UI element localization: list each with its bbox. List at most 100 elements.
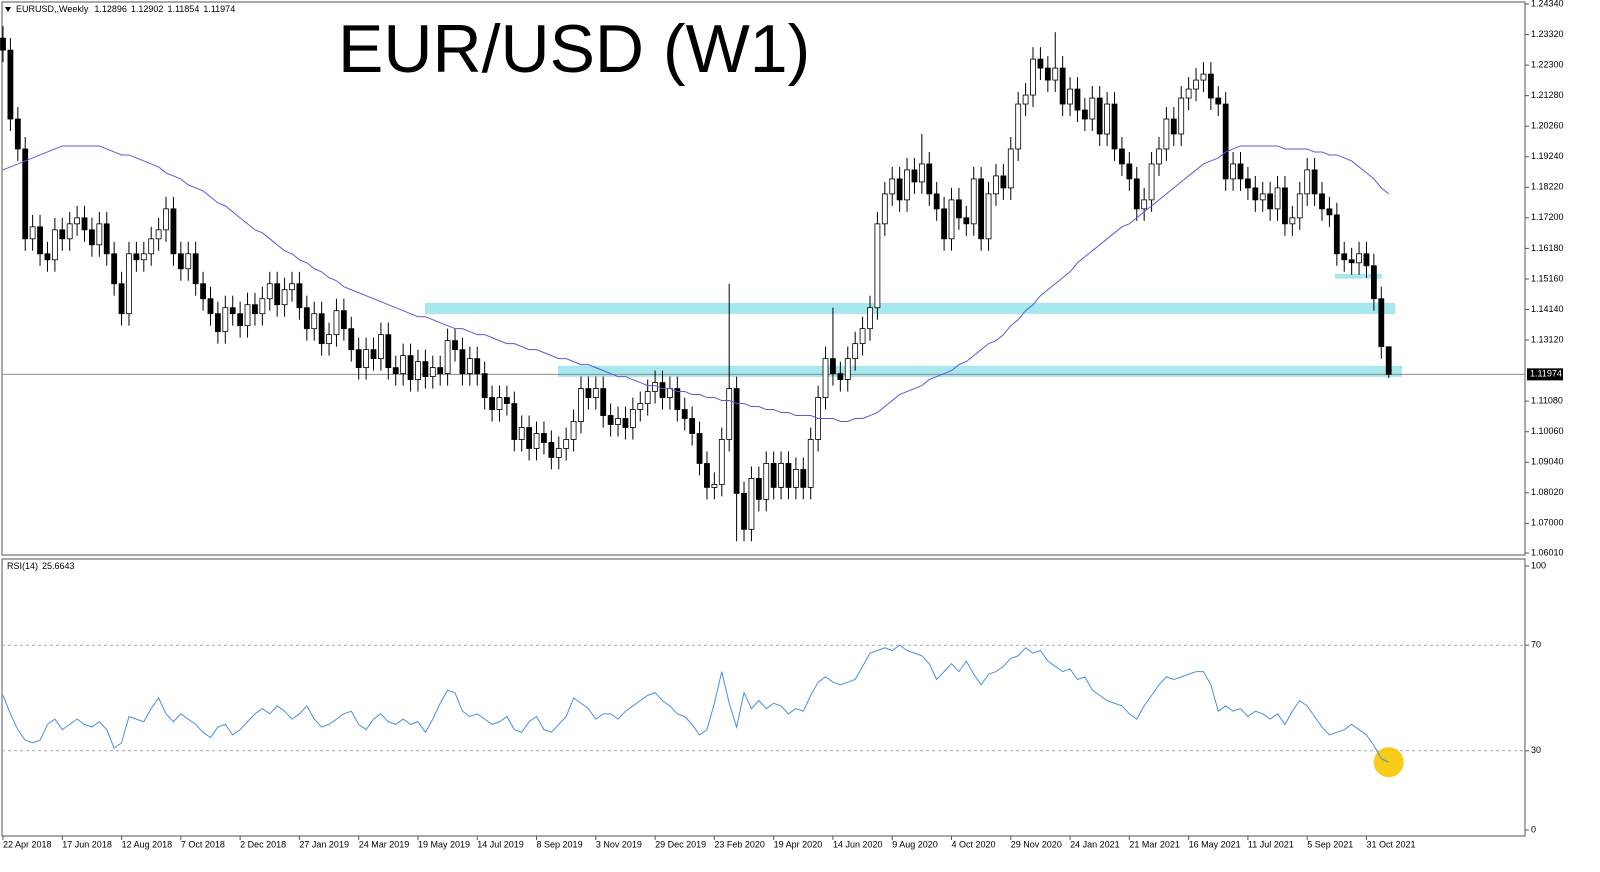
bear-candle [1044, 67, 1051, 81]
y-tick-label: 1.23320 [1531, 29, 1564, 39]
menu-arrow[interactable] [5, 7, 11, 12]
bull-candle [155, 229, 162, 240]
bull-candle [1022, 94, 1029, 105]
bear-candle [237, 313, 244, 327]
bull-candle [792, 469, 799, 488]
bull-candle [96, 223, 103, 246]
bear-candle [1267, 193, 1274, 210]
bear-candle [511, 403, 518, 440]
bear-candle [318, 313, 325, 345]
bear-candle [1215, 97, 1222, 105]
bear-candle [37, 226, 43, 255]
bull-candle [1015, 103, 1022, 150]
bull-candle [1356, 253, 1362, 264]
bull-candle [496, 397, 503, 410]
bull-candle [563, 439, 570, 449]
zone [425, 302, 1395, 314]
bull-candle [1156, 148, 1162, 165]
bull-candle [822, 358, 829, 398]
bear-candle [1119, 148, 1125, 165]
bear-candle [1333, 214, 1340, 255]
bear-candle [14, 118, 21, 150]
bull-candle [985, 193, 992, 240]
bear-candle [252, 304, 258, 315]
rsi-panel [1, 558, 1526, 837]
x-tick-label: 17 Jun 2018 [62, 839, 112, 849]
x-tick-label: 11 Jul 2021 [1248, 839, 1294, 849]
bear-candle [89, 229, 95, 246]
bear-candle [133, 253, 140, 261]
bull-candle [244, 304, 251, 327]
rsi-tick-label: 70 [1531, 640, 1541, 650]
bull-candle [1067, 88, 1073, 105]
bull-candle [259, 298, 266, 315]
x-tick-label: 19 Apr 2020 [774, 839, 823, 849]
bull-candle [615, 418, 621, 425]
bear-candle [963, 217, 970, 225]
bear-candle [192, 253, 199, 285]
bull-candle [1148, 163, 1155, 201]
y-tick-label: 1.19240 [1531, 151, 1564, 161]
bear-candle [452, 340, 458, 351]
bear-candle [370, 349, 377, 360]
bear-candle [956, 199, 962, 219]
bear-candle [503, 397, 510, 404]
bear-candle [1311, 169, 1318, 195]
bear-candle [103, 223, 110, 255]
bear-candle [800, 469, 807, 488]
bull-candle [1274, 187, 1281, 210]
bull-candle [140, 253, 147, 261]
x-tick-label: 29 Dec 2019 [655, 839, 706, 849]
bear-candle [755, 478, 762, 500]
y-tick-label: 1.13120 [1531, 334, 1564, 344]
bear-candle [741, 492, 747, 530]
chart-header: EURUSD,,Weekly 1.12896 1.12902 1.11854 1.119… [16, 4, 235, 14]
bull-candle [844, 358, 851, 380]
moving-average [2, 145, 1390, 423]
x-tick-label: 8 Sep 2019 [537, 839, 583, 849]
bear-candle [355, 349, 362, 369]
bear-candle [296, 283, 303, 309]
bull-candle [667, 388, 673, 398]
bear-candle [1074, 88, 1081, 111]
bull-candle [711, 484, 718, 488]
bull-candle [1163, 118, 1170, 150]
bull-candle [778, 463, 784, 488]
header-close: 1.11974 [203, 4, 235, 14]
bear-candle [0, 37, 6, 51]
bull-candle [904, 169, 910, 201]
bear-candle [200, 283, 206, 300]
bull-candle [74, 217, 81, 225]
bear-candle [1348, 259, 1355, 264]
bull-candle [148, 238, 155, 255]
bull-candle [1289, 217, 1296, 225]
bear-candle [170, 208, 177, 255]
bear-candle [1326, 208, 1333, 216]
rsi-current: 25.6643 [42, 561, 75, 571]
header-open: 1.12896 [94, 4, 127, 14]
bear-candle [1111, 103, 1118, 150]
bull-candle [578, 388, 584, 422]
y-tick-label: 1.09040 [1531, 457, 1564, 467]
bull-candle [718, 439, 725, 485]
bull-candle [918, 163, 925, 183]
header-low: 1.11854 [167, 4, 199, 14]
bear-candle [1245, 178, 1251, 189]
bull-candle [266, 283, 273, 300]
bull-candle [874, 223, 881, 309]
bear-candle [1363, 253, 1370, 267]
bear-candle [1378, 298, 1385, 348]
bear-candle [1133, 178, 1140, 210]
bull-candle [429, 367, 436, 377]
bear-candle [1282, 187, 1288, 225]
bull-candle [807, 439, 814, 488]
bull-candle [1030, 58, 1036, 96]
rsi-tick-label: 30 [1531, 745, 1541, 755]
bear-candle [459, 349, 466, 374]
bull-candle [644, 391, 651, 404]
x-tick-label: 29 Nov 2020 [1011, 839, 1062, 849]
x-tick-label: 5 Sep 2021 [1307, 839, 1353, 849]
x-tick-label: 31 Oct 2021 [1366, 839, 1415, 849]
bull-candle [378, 334, 384, 360]
